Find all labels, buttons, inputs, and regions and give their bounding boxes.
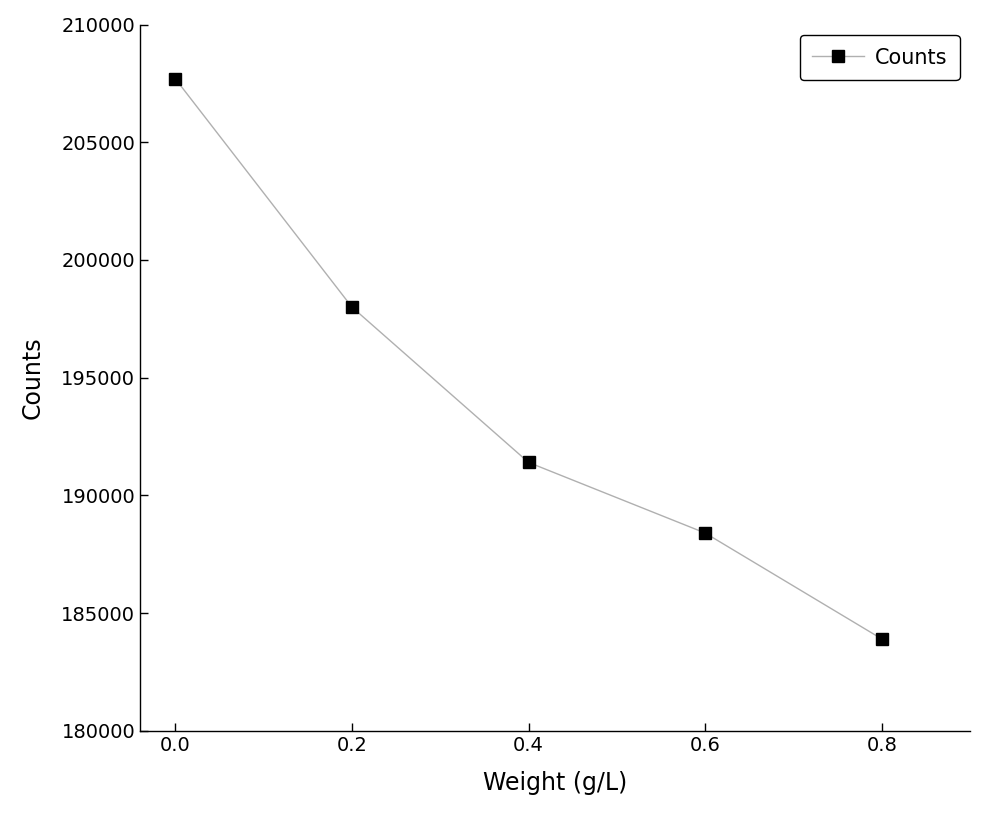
Counts: [169, 74, 181, 84]
Legend: Counts: Counts: [800, 35, 960, 80]
Counts: [523, 457, 535, 467]
Y-axis label: Counts: Counts: [20, 337, 44, 419]
X-axis label: Weight (g/L): Weight (g/L): [483, 771, 627, 796]
Counts: [699, 528, 711, 538]
Counts: [876, 634, 888, 644]
Counts: [346, 302, 358, 312]
Line: Counts: Counts: [170, 73, 887, 644]
